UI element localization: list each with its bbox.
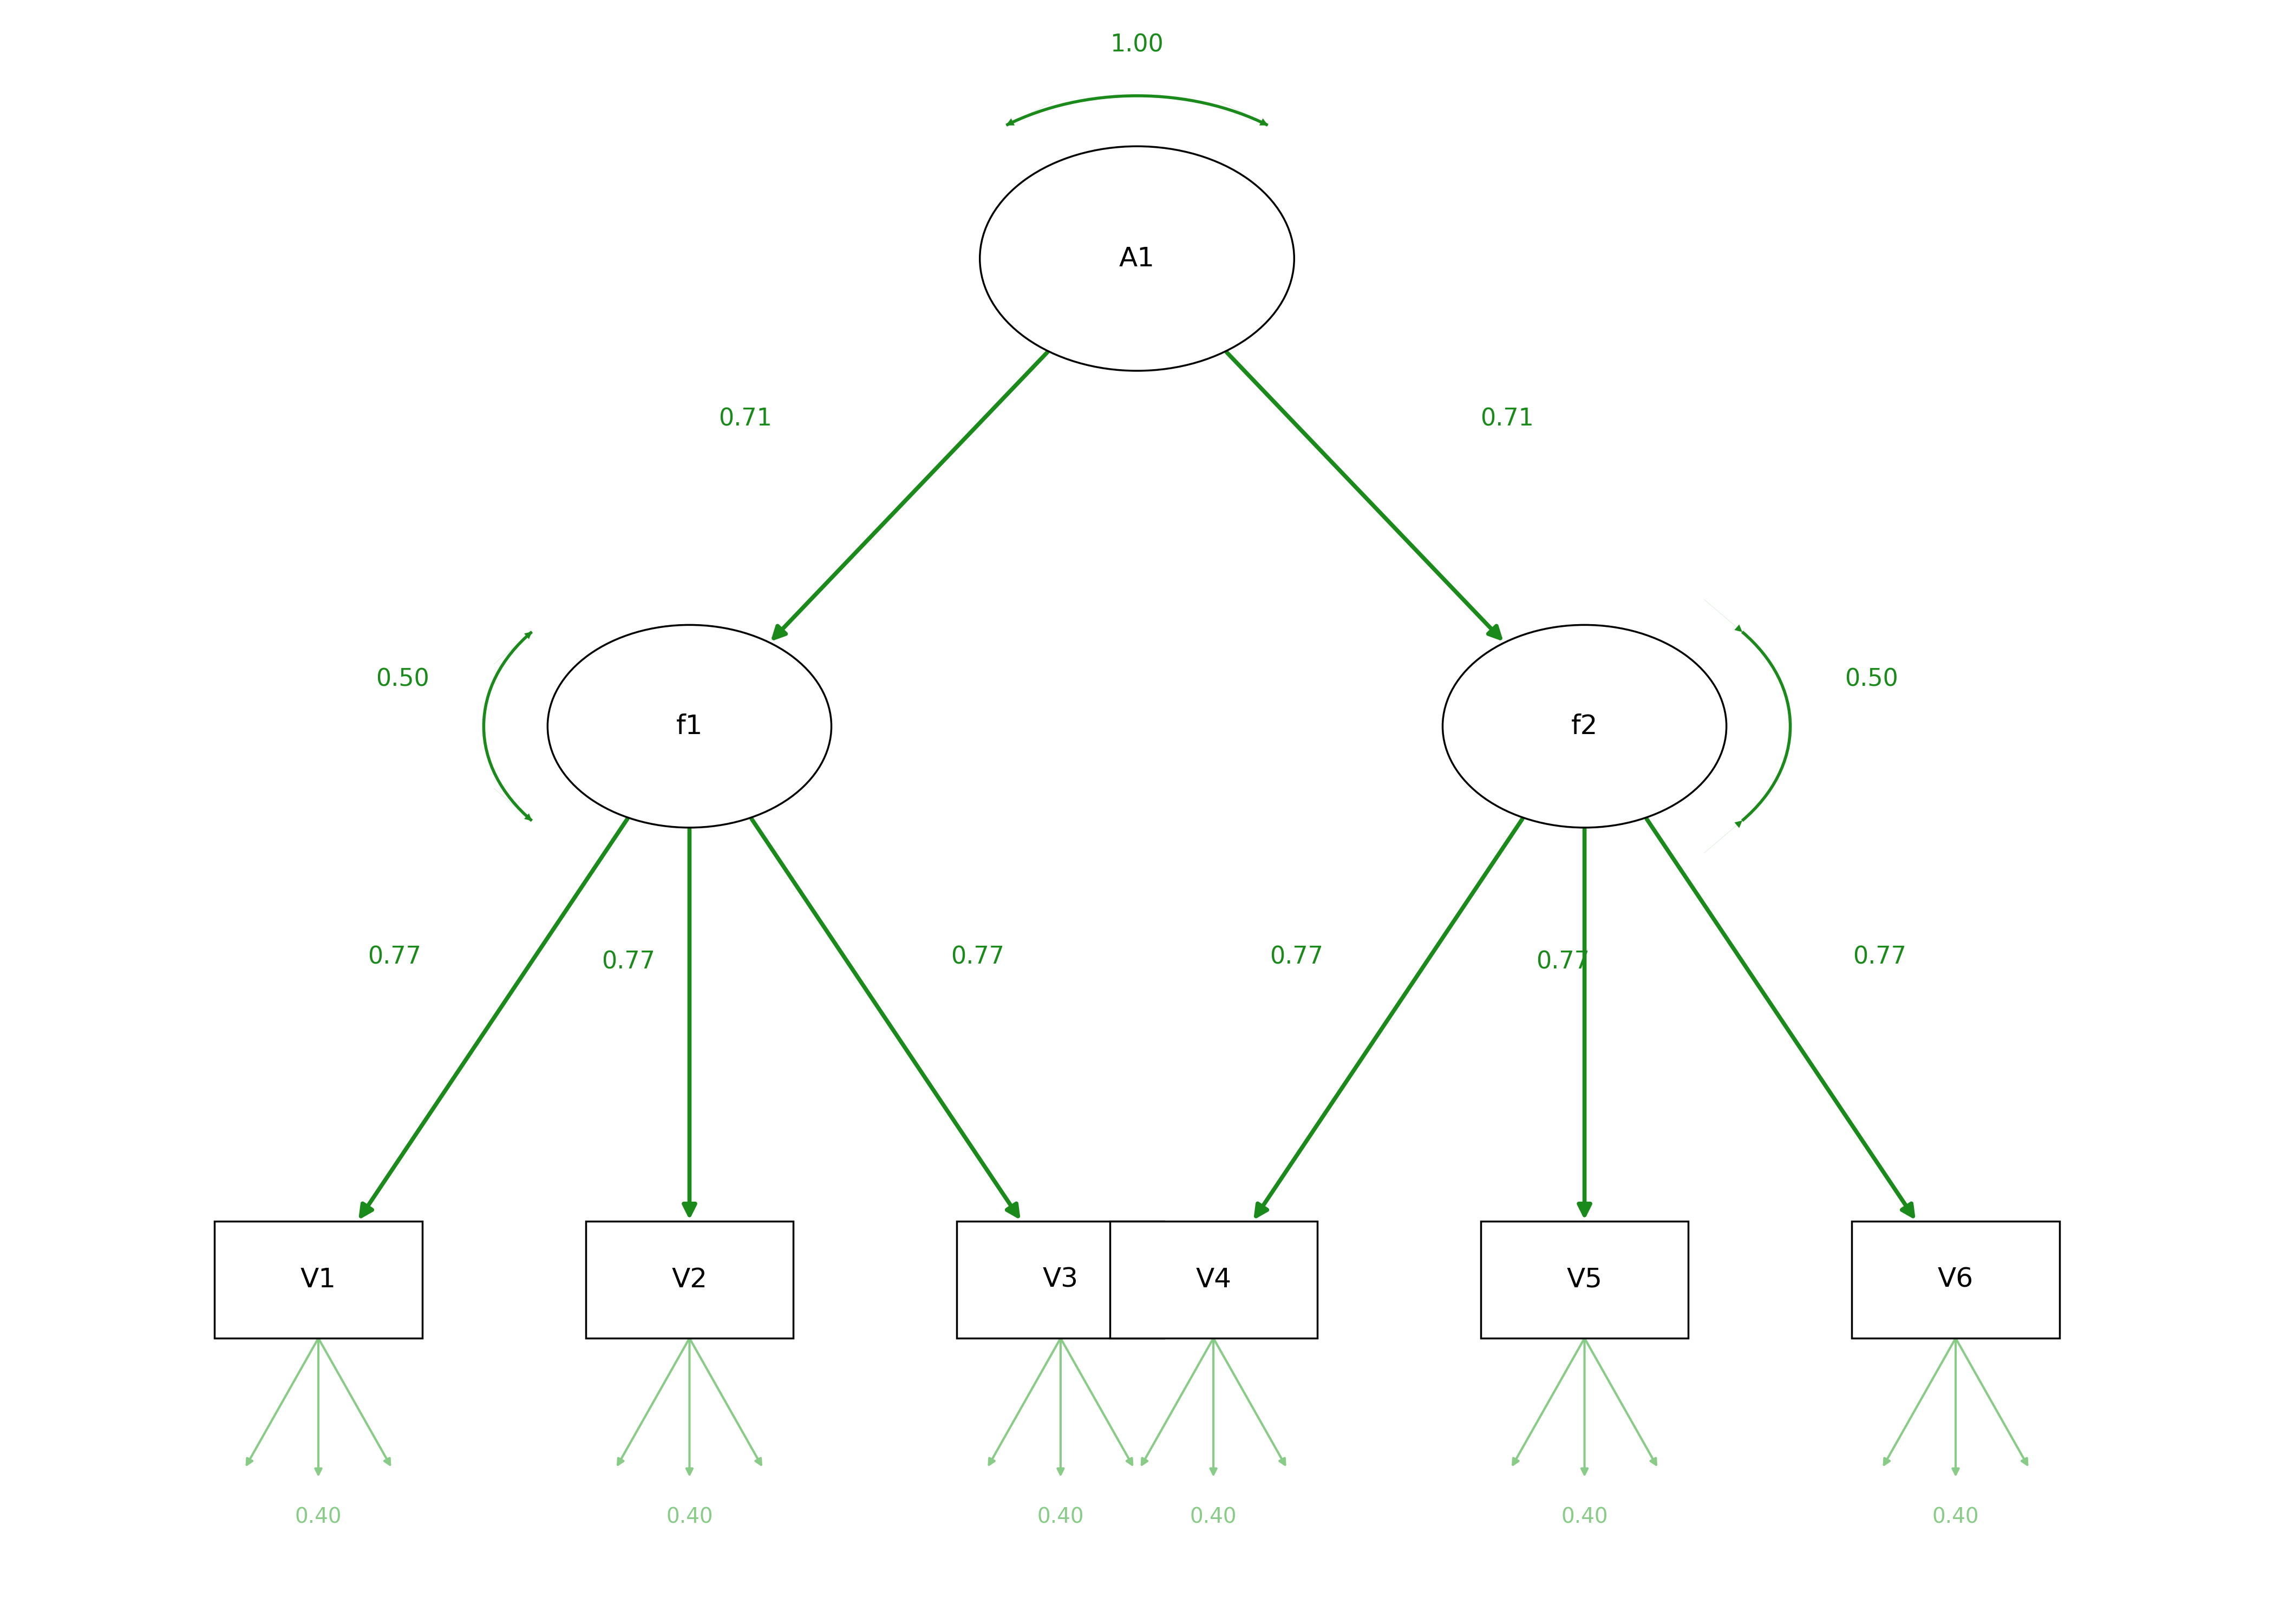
Text: 0.77: 0.77 <box>1853 945 1906 970</box>
Text: 0.71: 0.71 <box>1480 408 1533 430</box>
Circle shape <box>980 146 1294 370</box>
Circle shape <box>548 625 832 828</box>
Text: 0.40: 0.40 <box>296 1507 341 1527</box>
Bar <box>1851 1221 2060 1338</box>
Bar <box>214 1221 423 1338</box>
Text: V3: V3 <box>1044 1267 1078 1293</box>
Text: 0.40: 0.40 <box>1560 1507 1608 1527</box>
Text: V5: V5 <box>1567 1267 1603 1293</box>
Text: V2: V2 <box>671 1267 707 1293</box>
Text: f1: f1 <box>675 713 703 739</box>
Circle shape <box>1442 625 1726 828</box>
Text: 0.40: 0.40 <box>1189 1507 1237 1527</box>
Text: 0.77: 0.77 <box>1535 950 1590 974</box>
Text: 0.50: 0.50 <box>1844 667 1899 692</box>
Text: 0.77: 0.77 <box>951 945 1005 970</box>
Bar <box>957 1221 1164 1338</box>
Text: 0.50: 0.50 <box>375 667 430 692</box>
Text: A1: A1 <box>1119 245 1155 271</box>
Text: 0.77: 0.77 <box>603 950 655 974</box>
Bar <box>587 1221 794 1338</box>
Text: 0.40: 0.40 <box>666 1507 714 1527</box>
Text: V4: V4 <box>1196 1267 1230 1293</box>
Text: V1: V1 <box>300 1267 337 1293</box>
Text: 0.71: 0.71 <box>719 408 771 430</box>
Bar <box>1480 1221 1687 1338</box>
Text: V6: V6 <box>1937 1267 1974 1293</box>
Text: 0.40: 0.40 <box>1933 1507 1978 1527</box>
Bar <box>1110 1221 1317 1338</box>
Text: 1.00: 1.00 <box>1110 34 1164 57</box>
Text: 0.40: 0.40 <box>1037 1507 1085 1527</box>
Text: f2: f2 <box>1571 713 1599 739</box>
Text: 0.77: 0.77 <box>368 945 421 970</box>
Text: 0.77: 0.77 <box>1269 945 1323 970</box>
